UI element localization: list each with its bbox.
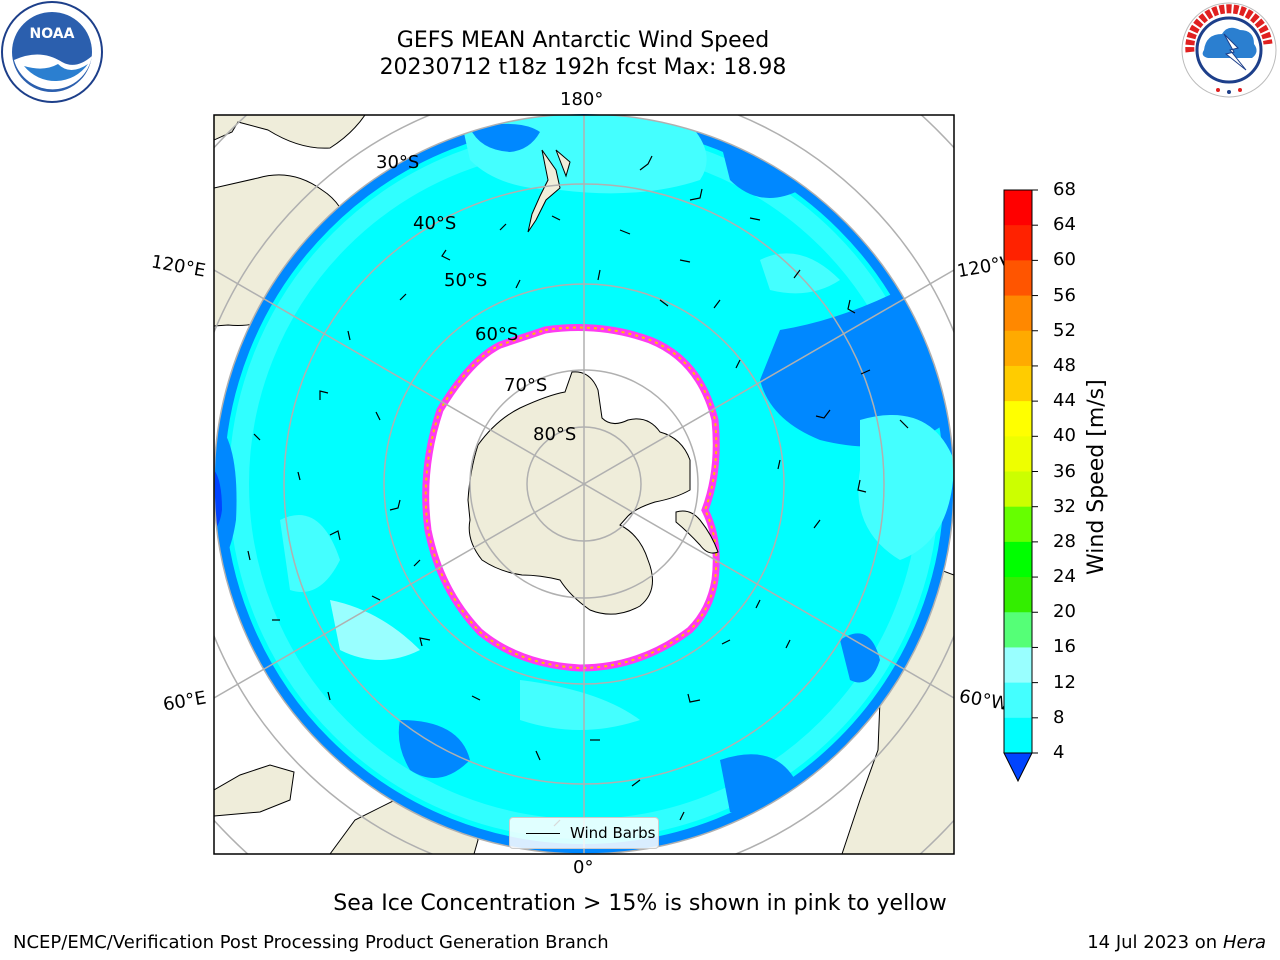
map-title-line2: 20230712 t18z 192h fcst Max: 18.98	[379, 55, 787, 80]
colorbar-segment	[1004, 577, 1032, 613]
colorbar-tick-label: 44	[1053, 390, 1076, 412]
colorbar-segment	[1004, 647, 1032, 684]
colorbar-tick-label: 52	[1053, 319, 1076, 341]
colorbar	[1003, 189, 1038, 783]
nws-logo	[1181, 2, 1277, 98]
colorbar-extend-triangle	[1003, 752, 1033, 783]
colorbar-segment	[1004, 717, 1032, 754]
legend-label: Wind Barbs	[570, 824, 656, 842]
colorbar-segment	[1004, 541, 1032, 578]
colorbar-segment	[1004, 436, 1032, 472]
lon-label-180: 180°	[560, 89, 604, 110]
colorbar-tick-label: 64	[1053, 214, 1076, 236]
colorbar-tick-label: 40	[1053, 425, 1076, 447]
colorbar-tick-label: 16	[1053, 636, 1076, 658]
colorbar-tick-label: 36	[1053, 460, 1076, 482]
map-legend: Wind Barbs	[509, 817, 659, 849]
colorbar-tick-label: 12	[1053, 671, 1076, 693]
colorbar-tick-label: 60	[1053, 249, 1076, 271]
colorbar-tick-label: 68	[1053, 179, 1076, 200]
colorbar-tick-label: 4	[1053, 742, 1065, 763]
lon-label-0: 0°	[573, 857, 594, 878]
wind-barb-legend-line	[526, 832, 560, 834]
colorbar-segment	[1004, 260, 1032, 297]
colorbar-segment	[1004, 225, 1032, 261]
colorbar-tick-label: 8	[1053, 706, 1065, 728]
colorbar-segment	[1004, 190, 1032, 226]
svg-text:NOAA: NOAA	[30, 26, 75, 42]
colorbar-segment	[1004, 506, 1032, 543]
colorbar-tick-label: 24	[1053, 566, 1076, 588]
colorbar-tick-label: 28	[1053, 530, 1076, 552]
colorbar-tick-label: 20	[1053, 601, 1076, 623]
colorbar-segment	[1004, 365, 1032, 402]
colorbar-segment	[1004, 401, 1032, 437]
colorbar-tick-label: 48	[1053, 354, 1076, 376]
colorbar-segment	[1004, 295, 1032, 332]
colorbar-segment	[1004, 682, 1032, 719]
graticule	[214, 115, 954, 854]
colorbar-segment	[1004, 612, 1032, 648]
map-title-line1: GEFS MEAN Antarctic Wind Speed	[396, 28, 770, 53]
colorbar-tick-label: 32	[1053, 495, 1076, 517]
lat-label-70s: 70°S	[504, 375, 548, 396]
lat-label-50s: 50°S	[444, 270, 488, 291]
new-zealand-land	[527, 149, 571, 233]
colorbar-segment	[1004, 471, 1032, 508]
wind-barbs	[247, 155, 909, 827]
colorbar-tick-label: 56	[1053, 284, 1076, 306]
footer-date: 14 Jul 2023 on Hera	[1087, 932, 1266, 953]
lat-label-80s: 80°S	[533, 424, 577, 445]
lat-label-30s: 30°S	[376, 152, 420, 173]
footer-host: Hera	[1222, 932, 1266, 953]
footer-branch: NCEP/EMC/Verification Post Processing Pr…	[13, 932, 609, 953]
colorbar-label: Wind Speed [m/s]	[1084, 379, 1109, 575]
noaa-logo: NOAA	[1, 1, 103, 103]
footer-date-text: 14 Jul 2023 on	[1087, 932, 1223, 953]
colorbar-segment	[1004, 330, 1032, 367]
lat-label-40s: 40°S	[413, 213, 457, 234]
sea-ice-caption: Sea Ice Concentration > 15% is shown in …	[333, 891, 947, 916]
lat-label-60s: 60°S	[475, 324, 519, 345]
